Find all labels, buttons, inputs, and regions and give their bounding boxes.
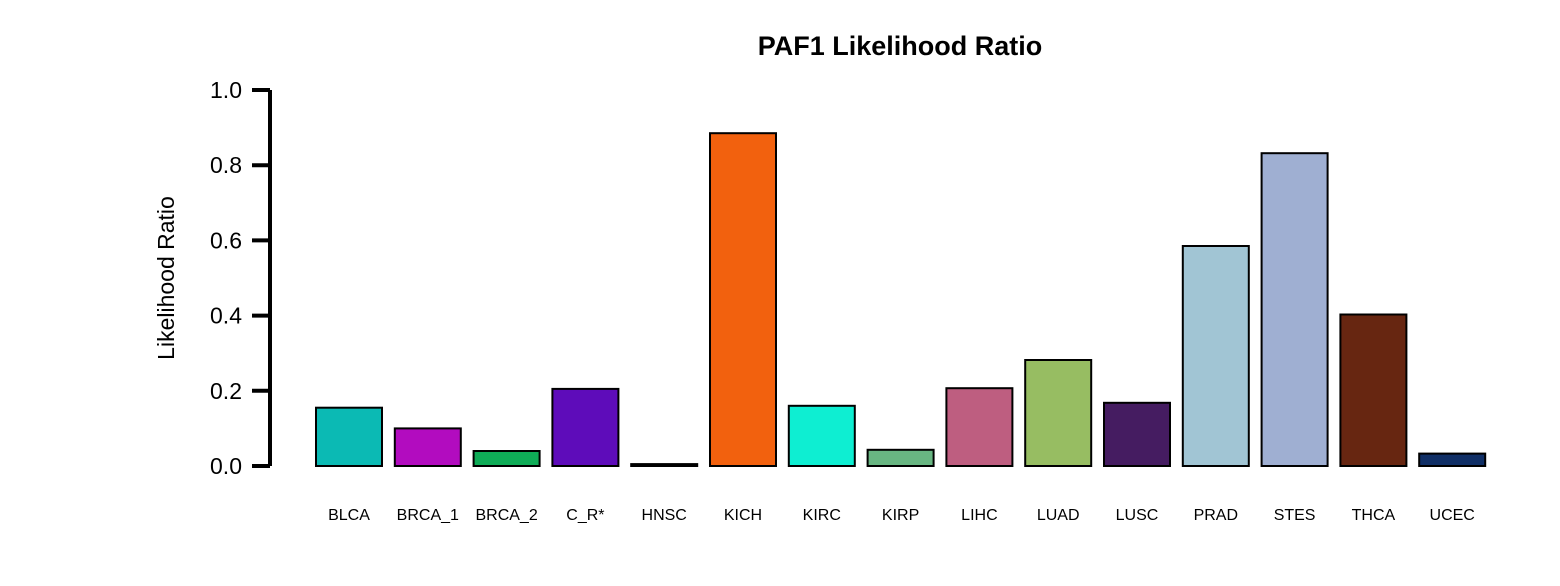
bar-hnsc	[630, 463, 699, 468]
bar-kirp	[866, 448, 935, 467]
bar-lihc	[945, 387, 1014, 468]
y-tick-label: 1.0	[210, 77, 242, 103]
y-tick-label: 0.8	[210, 152, 242, 178]
bar-thca	[1339, 313, 1408, 467]
x-tick-label: C_R*	[566, 507, 604, 524]
x-tick-label: UCEC	[1430, 507, 1475, 524]
bar-kirc	[787, 404, 856, 467]
y-axis: 0.0 0.2 0.4 0.6 0.8 1.0	[210, 77, 272, 479]
x-tick-labels: BLCA BRCA_1 BRCA_2 C_R* HNSC KICH KIRC KIRP LIHC…	[328, 507, 1475, 524]
y-axis-label: Likelihood Ratio	[153, 196, 179, 360]
y-tick-label: 0.0	[210, 453, 242, 479]
bar-c-r	[551, 387, 620, 467]
bar-brca-2	[472, 450, 541, 467]
bar-stes	[1260, 152, 1329, 467]
x-tick-label: HNSC	[642, 507, 687, 524]
y-tick-label: 0.4	[210, 303, 242, 329]
x-tick-label: LUAD	[1037, 507, 1080, 524]
y-tick-label: 0.6	[210, 227, 242, 253]
x-tick-label: BRCA_2	[475, 507, 537, 524]
x-tick-label: STES	[1274, 507, 1316, 524]
x-tick-label: LUSC	[1116, 507, 1159, 524]
bars-group	[315, 132, 1487, 468]
x-tick-label: BLCA	[328, 507, 370, 524]
bar-prad	[1181, 245, 1250, 467]
x-tick-label: LIHC	[961, 507, 997, 524]
bar-luad	[1024, 359, 1093, 467]
x-tick-label: PRAD	[1194, 507, 1238, 524]
x-tick-label: KIRP	[882, 507, 919, 524]
x-tick-label: KIRC	[803, 507, 841, 524]
y-tick-label: 0.2	[210, 378, 242, 404]
bar-blca	[315, 406, 383, 468]
x-tick-label: KICH	[724, 507, 762, 524]
bar-ucec	[1418, 452, 1487, 468]
chart-title: PAF1 Likelihood Ratio	[758, 31, 1043, 61]
x-tick-label: BRCA_1	[397, 507, 459, 524]
bar-kich	[709, 132, 777, 467]
x-tick-label: THCA	[1352, 507, 1396, 524]
bar-lusc	[1103, 401, 1171, 467]
bar-brca-1	[393, 427, 462, 467]
